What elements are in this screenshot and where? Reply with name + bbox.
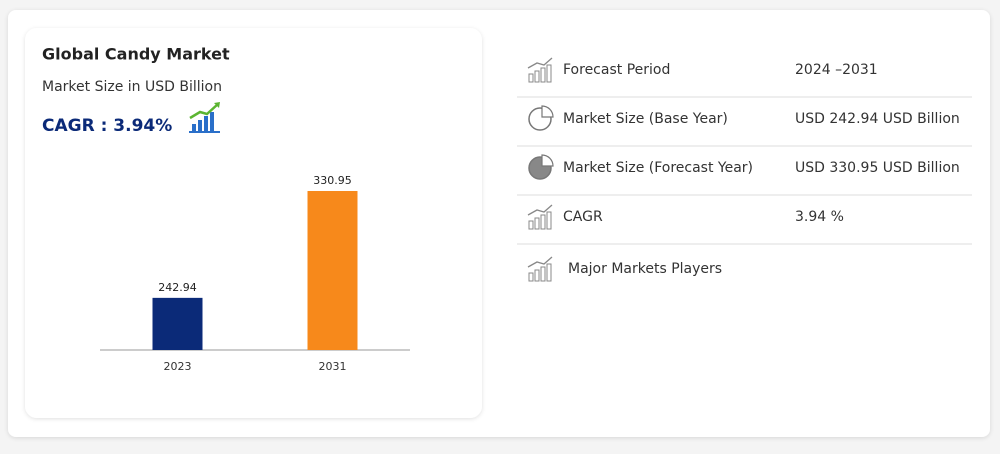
icon-trend <box>527 256 553 268</box>
bar <box>152 297 203 350</box>
icon-bar <box>540 266 546 282</box>
icon-trend <box>527 204 553 216</box>
detail-value: 2024 –2031 <box>795 62 878 78</box>
bar <box>307 190 358 350</box>
x-tick-label: 2023 <box>164 360 192 373</box>
icon-bar <box>528 220 534 230</box>
pie-slice <box>541 105 554 118</box>
value-label: 242.94 <box>158 281 197 294</box>
cagr-annotation: CAGR : 3.94% <box>42 116 172 136</box>
x-tick-label: 2031 <box>319 360 347 373</box>
icon-bar <box>546 263 552 282</box>
icon-bar <box>540 214 546 230</box>
chart-subtitle: Market Size in USD Billion <box>42 79 222 95</box>
detail-value: USD 242.94 USD Billion <box>795 111 960 127</box>
value-label: 330.95 <box>313 174 352 187</box>
icon-bar <box>528 272 534 282</box>
detail-label: Market Size (Forecast Year) <box>563 160 753 176</box>
growth-icon <box>189 102 220 133</box>
pie-icon <box>528 107 552 131</box>
icon-bar <box>534 217 540 230</box>
icon-bar <box>546 211 552 230</box>
detail-value: USD 330.95 USD Billion <box>795 160 960 176</box>
detail-label: Forecast Period <box>563 62 670 78</box>
icon-bar <box>528 73 534 83</box>
pie-slice <box>541 154 554 167</box>
icon-trend <box>527 57 553 69</box>
icon-bar <box>540 67 546 83</box>
detail-value: 3.94 % <box>795 209 844 225</box>
detail-label: CAGR <box>563 209 603 225</box>
chart-title: Global Candy Market <box>42 45 230 64</box>
icon-bar <box>534 70 540 83</box>
chart-card <box>25 28 482 418</box>
icon-bar <box>534 269 540 282</box>
icon-bar <box>546 64 552 83</box>
detail-label: Major Markets Players <box>568 261 722 277</box>
detail-label: Market Size (Base Year) <box>563 111 728 127</box>
